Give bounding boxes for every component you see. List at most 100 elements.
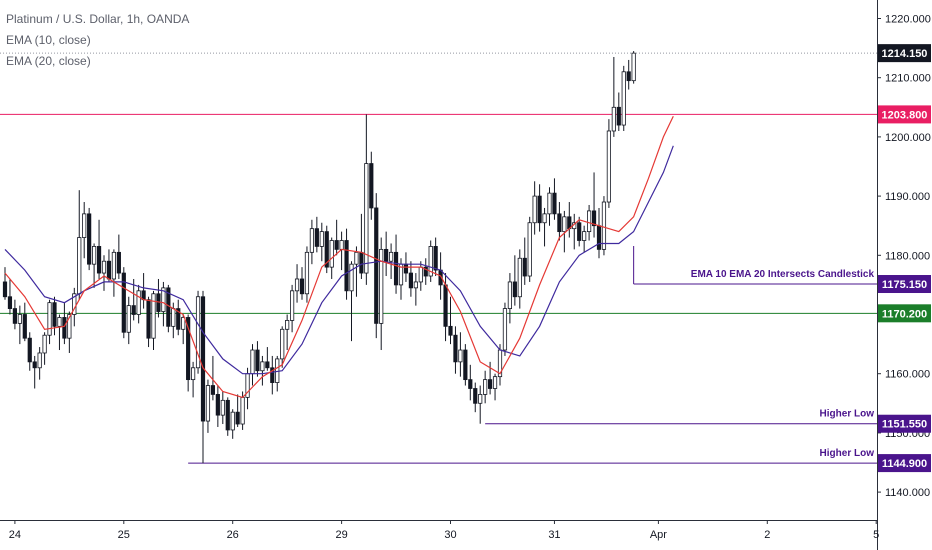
candle-body xyxy=(606,130,612,203)
candle xyxy=(141,273,146,309)
y-tick-label: 1200.000 xyxy=(885,132,931,144)
candle xyxy=(626,59,631,90)
candle xyxy=(364,114,369,285)
candle xyxy=(344,228,349,300)
candle-body xyxy=(547,192,552,215)
candle xyxy=(32,355,37,389)
candle xyxy=(87,207,92,271)
candle xyxy=(478,385,483,424)
candle-body xyxy=(171,308,176,327)
candle-body xyxy=(339,240,344,250)
candle xyxy=(319,222,324,262)
candle-body xyxy=(324,231,329,268)
candle xyxy=(334,219,339,256)
candle xyxy=(72,287,77,327)
candle xyxy=(433,237,438,277)
support-price-label: 1170.200 xyxy=(882,308,927,320)
candle-body xyxy=(240,396,245,425)
candle-body xyxy=(126,305,131,333)
higher-low-2-price-label: 1144.900 xyxy=(882,458,927,470)
candle-body xyxy=(72,293,77,315)
candle xyxy=(12,299,17,330)
candle-body xyxy=(289,290,295,321)
candle xyxy=(220,391,225,425)
candle xyxy=(507,273,513,324)
candle-body xyxy=(146,299,151,339)
candle-body xyxy=(250,349,255,375)
x-tick-label: Apr xyxy=(650,529,667,541)
candle xyxy=(418,261,423,291)
candle xyxy=(468,364,473,401)
candle xyxy=(285,314,290,351)
y-tick-label: 1190.000 xyxy=(885,191,930,203)
candle-body xyxy=(403,263,409,274)
candle-body xyxy=(186,317,191,381)
candle-body xyxy=(265,361,270,369)
candle xyxy=(527,216,532,282)
candle xyxy=(136,284,141,324)
candle-body xyxy=(111,251,116,280)
ema10-line xyxy=(4,115,674,399)
candle xyxy=(37,347,42,380)
candle-body xyxy=(57,317,62,327)
candle xyxy=(483,370,488,404)
candle xyxy=(131,278,136,321)
candle-body xyxy=(200,296,206,422)
candle xyxy=(121,267,126,339)
candle-body xyxy=(235,411,240,425)
candle xyxy=(517,249,522,309)
candle xyxy=(542,207,547,247)
candle-body xyxy=(364,163,369,274)
candle xyxy=(309,219,315,265)
candle xyxy=(17,305,22,345)
candle xyxy=(601,196,607,256)
ema-cross-price-label: 1175.150 xyxy=(882,279,927,291)
candle xyxy=(522,237,527,285)
candle xyxy=(156,278,161,318)
x-tick-label: 30 xyxy=(444,529,456,541)
candle-body xyxy=(384,248,389,262)
x-tick-label: 31 xyxy=(548,529,560,541)
candle-body xyxy=(393,251,399,286)
candle-body xyxy=(2,281,8,298)
candle-body xyxy=(181,317,186,330)
candle-body xyxy=(557,213,562,233)
candle xyxy=(47,299,52,345)
candle xyxy=(453,326,458,374)
candle-body xyxy=(17,314,22,324)
candle-body xyxy=(468,379,473,389)
candle xyxy=(260,355,265,386)
candle xyxy=(146,296,151,348)
ema20-line xyxy=(4,145,674,375)
candle-body xyxy=(176,308,181,330)
candle-body xyxy=(349,263,354,292)
candle-body xyxy=(369,163,374,209)
candle-body xyxy=(542,213,547,224)
candle-body xyxy=(577,222,582,241)
y-tick-label: 1220.000 xyxy=(885,14,931,26)
candle xyxy=(111,249,116,297)
candlestick-series xyxy=(2,51,636,464)
candle-body xyxy=(611,106,616,132)
candle xyxy=(552,178,557,220)
candle-body xyxy=(7,296,13,309)
ema-cross-annotation: EMA 10 EMA 20 Intersects Candlestick xyxy=(691,269,875,280)
candle xyxy=(106,249,112,282)
candle xyxy=(215,385,220,427)
candle xyxy=(235,394,240,427)
candle-body xyxy=(478,394,483,404)
candle-body xyxy=(101,260,107,274)
legend-symbol: Platinum / U.S. Dollar, 1h, OANDA xyxy=(6,12,190,26)
candle xyxy=(537,184,542,232)
time-axis[interactable] xyxy=(0,520,877,550)
candle xyxy=(200,290,206,464)
last-price-tag xyxy=(878,44,931,63)
candle xyxy=(52,296,57,336)
y-tick-label: 1140.000 xyxy=(885,487,930,499)
candle-body xyxy=(453,334,458,363)
candle xyxy=(2,267,8,300)
x-tick-label: 25 xyxy=(118,529,130,541)
x-tick-label: 5 xyxy=(873,529,879,541)
candle-body xyxy=(37,352,42,369)
